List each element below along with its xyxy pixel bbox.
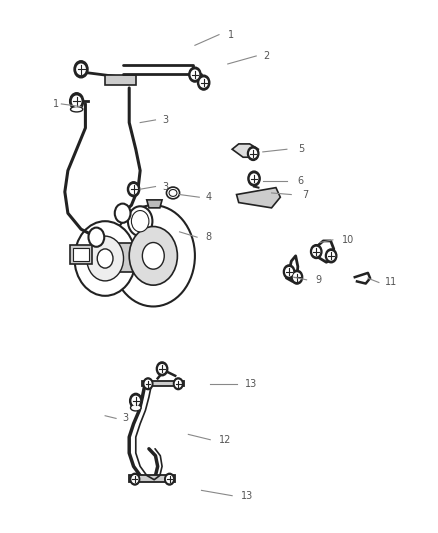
Polygon shape [73,248,89,261]
Circle shape [191,70,198,79]
Circle shape [77,64,85,75]
Text: 1: 1 [53,99,59,109]
Circle shape [328,252,335,260]
Circle shape [198,75,210,90]
Circle shape [74,221,136,296]
Polygon shape [105,75,136,85]
Circle shape [70,93,84,110]
Text: 3: 3 [162,182,168,191]
Text: 9: 9 [315,275,321,285]
Circle shape [189,67,201,82]
Text: 5: 5 [298,144,304,154]
Text: 8: 8 [206,232,212,242]
Circle shape [88,228,104,247]
Circle shape [156,362,168,376]
Circle shape [293,273,300,281]
Text: 4: 4 [206,192,212,202]
Circle shape [247,147,259,160]
Circle shape [291,270,303,284]
Circle shape [72,96,81,107]
Text: 7: 7 [302,190,308,199]
Circle shape [311,245,322,259]
Circle shape [325,249,337,263]
Polygon shape [237,188,280,208]
Circle shape [115,204,131,223]
Polygon shape [147,200,162,208]
Circle shape [165,473,174,485]
Circle shape [248,171,260,186]
Circle shape [250,149,257,158]
Text: 6: 6 [298,176,304,186]
Circle shape [175,380,181,387]
Text: 13: 13 [245,379,258,389]
Ellipse shape [169,189,177,196]
Polygon shape [118,243,151,272]
Circle shape [127,182,140,197]
Circle shape [132,475,138,483]
Ellipse shape [71,107,83,112]
Ellipse shape [166,187,180,199]
Circle shape [251,174,258,183]
Circle shape [142,243,164,269]
Text: 13: 13 [241,491,253,500]
Circle shape [129,227,177,285]
Circle shape [313,247,320,256]
Circle shape [143,378,153,390]
Text: 3: 3 [162,115,168,125]
Polygon shape [232,144,258,157]
Circle shape [286,268,293,276]
Circle shape [130,393,142,408]
Circle shape [130,185,137,193]
Circle shape [132,397,139,405]
Polygon shape [142,381,184,386]
Circle shape [74,61,88,78]
Ellipse shape [131,405,141,411]
Text: 3: 3 [123,414,129,423]
Circle shape [145,380,151,387]
Text: 11: 11 [385,278,398,287]
Text: 1: 1 [228,30,234,39]
Circle shape [128,206,152,236]
Polygon shape [129,475,175,482]
Circle shape [131,211,149,232]
Circle shape [130,473,140,485]
Circle shape [173,378,183,390]
Polygon shape [70,245,92,264]
Text: 12: 12 [219,435,231,445]
Text: 2: 2 [263,51,269,61]
Circle shape [87,236,124,281]
Circle shape [283,265,295,279]
Text: 10: 10 [342,235,354,245]
Circle shape [159,365,166,373]
Circle shape [112,205,195,306]
Circle shape [166,475,173,483]
Circle shape [200,78,207,87]
Circle shape [97,249,113,268]
